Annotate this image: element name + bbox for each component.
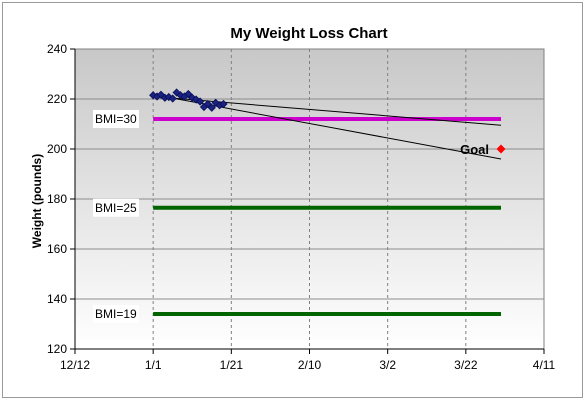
y-axis-label: Weight (pounds) — [30, 154, 44, 248]
bmi-label: BMI=30 — [95, 112, 137, 126]
chart-title: My Weight Loss Chart — [230, 25, 387, 42]
axes: 120 140 160 180 200 220 240 12/12 1/1 1/21 2/10 3/2… — [47, 42, 556, 372]
x-tick-label: 4/11 — [533, 358, 556, 372]
weight-data-point — [196, 97, 205, 106]
y-tick-label: 200 — [47, 142, 67, 156]
trendline — [153, 96, 502, 126]
weight-data-point — [207, 103, 216, 112]
weight-data-point — [203, 99, 212, 109]
bmi-label-background — [93, 305, 139, 323]
weight-loss-chart: My Weight Loss Chart Weight (pounds) 120… — [30, 25, 556, 372]
y-tick-label: 240 — [47, 42, 67, 56]
y-tick-label: 180 — [47, 192, 67, 206]
x-tick-label: 3/2 — [379, 358, 396, 372]
x-tick-label: 3/22 — [454, 358, 478, 372]
weight-data-point — [219, 99, 228, 109]
weight-data-point — [168, 94, 177, 103]
goal-marker — [496, 144, 506, 154]
chart-marks: BMI=30 BMI=25 BMI=19 Goal — [93, 88, 506, 323]
goal-label: Goal — [460, 142, 489, 157]
bmi-label: BMI=25 — [95, 201, 137, 215]
x-tick-label: 2/10 — [298, 358, 322, 372]
y-tick-label: 220 — [47, 92, 67, 106]
bmi-label: BMI=19 — [95, 307, 137, 321]
y-tick-label: 140 — [47, 292, 67, 306]
y-tick-label: 120 — [47, 342, 67, 356]
x-tick-label: 1/1 — [145, 358, 162, 372]
bmi-label-background — [93, 110, 139, 128]
x-tick-label: 12/12 — [60, 358, 90, 372]
x-tick-label: 1/21 — [220, 358, 244, 372]
bmi-label-background — [93, 198, 139, 217]
y-tick-label: 160 — [47, 242, 67, 256]
weight-data-point — [184, 89, 193, 99]
